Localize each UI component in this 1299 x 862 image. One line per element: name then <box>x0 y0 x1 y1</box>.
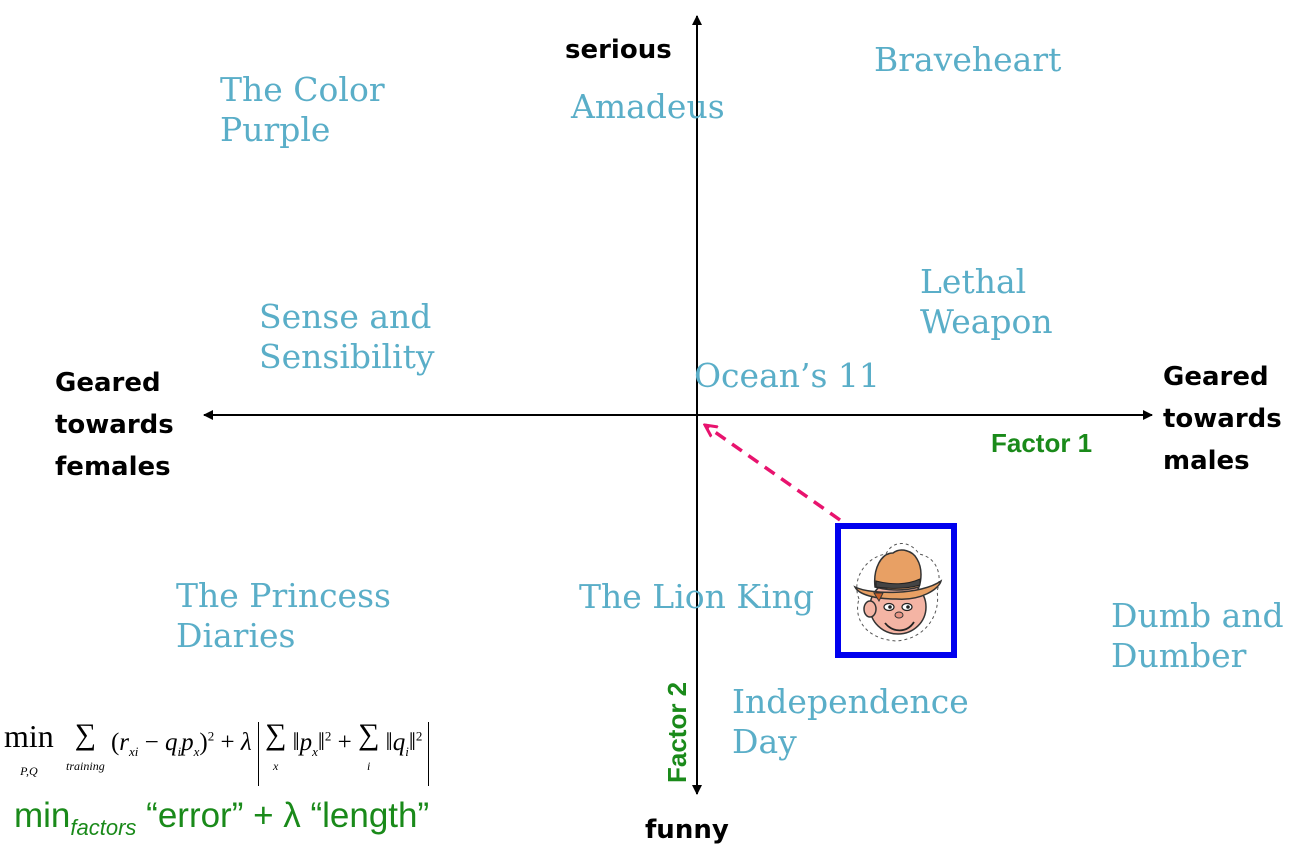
movie-line: Diaries <box>176 616 296 655</box>
movie-line: Sensibility <box>259 337 435 376</box>
formula-x-subscript: x <box>272 759 279 773</box>
movie-line: Purple <box>220 110 331 149</box>
movie-braveheart: Braveheart <box>874 40 1062 79</box>
movie-line: Weapon <box>920 302 1053 341</box>
movie-the-color-purple: The Color Purple <box>220 70 385 150</box>
objective-formula: min P,Q ∑ training (rxi − qipx)2 + λ ∑ x … <box>4 720 430 786</box>
movie-lethal-weapon: Lethal Weapon <box>920 262 1053 342</box>
user-box <box>835 523 957 658</box>
axis-label-females-line: Geared <box>55 368 161 398</box>
axis-label-males-line: Geared <box>1163 362 1269 392</box>
formula-i-subscript: i <box>367 759 371 773</box>
formula-words-min: min <box>14 796 71 835</box>
axis-label-males-line: males <box>1163 446 1250 476</box>
movie-line: Day <box>732 722 797 761</box>
axis-label-males-line: towards <box>1163 404 1282 434</box>
movie-amadeus: Amadeus <box>571 87 725 126</box>
movie-line: Lethal <box>920 262 1027 301</box>
movie-the-princess-diaries: The Princess Diaries <box>176 576 391 656</box>
movie-independence-day: Independence Day <box>732 682 969 762</box>
formula-words-rest: “error” + λ “length” <box>136 796 430 835</box>
user-vector-arrow <box>705 425 842 522</box>
movie-line: Dumb and <box>1111 596 1284 635</box>
movie-dumb-and-dumber: Dumb and Dumber <box>1111 596 1284 676</box>
movie-the-lion-king: The Lion King <box>579 577 814 616</box>
cowboy-face-icon <box>853 543 943 642</box>
movie-line: Independence <box>732 682 969 721</box>
axis-label-funny: funny <box>645 815 729 845</box>
movie-oceans-11: Ocean’s 11 <box>694 356 880 395</box>
axis-label-females-line: towards <box>55 410 174 440</box>
formula-words-subscript: factors <box>70 815 137 840</box>
movie-line: The Color <box>220 70 385 109</box>
movie-line: Dumber <box>1111 636 1247 675</box>
factor-2-label: Factor 2 <box>662 681 692 783</box>
formula-min: min <box>4 718 54 754</box>
axis-label-males: Geared towards males <box>1163 356 1282 482</box>
movie-sense-and-sensibility: Sense and Sensibility <box>259 297 435 377</box>
formula-words: minfactors “error” + λ “length” <box>14 796 429 841</box>
factor-1-label: Factor 1 <box>991 428 1093 458</box>
axis-label-serious: serious <box>565 35 672 65</box>
axis-label-females: Geared towards females <box>55 362 174 488</box>
movie-line: The Princess <box>176 576 391 615</box>
formula-min-subscript: P,Q <box>20 764 38 778</box>
axis-label-females-line: females <box>55 452 171 482</box>
movie-line: Sense and <box>259 297 432 336</box>
formula-training-subscript: training <box>66 759 105 773</box>
